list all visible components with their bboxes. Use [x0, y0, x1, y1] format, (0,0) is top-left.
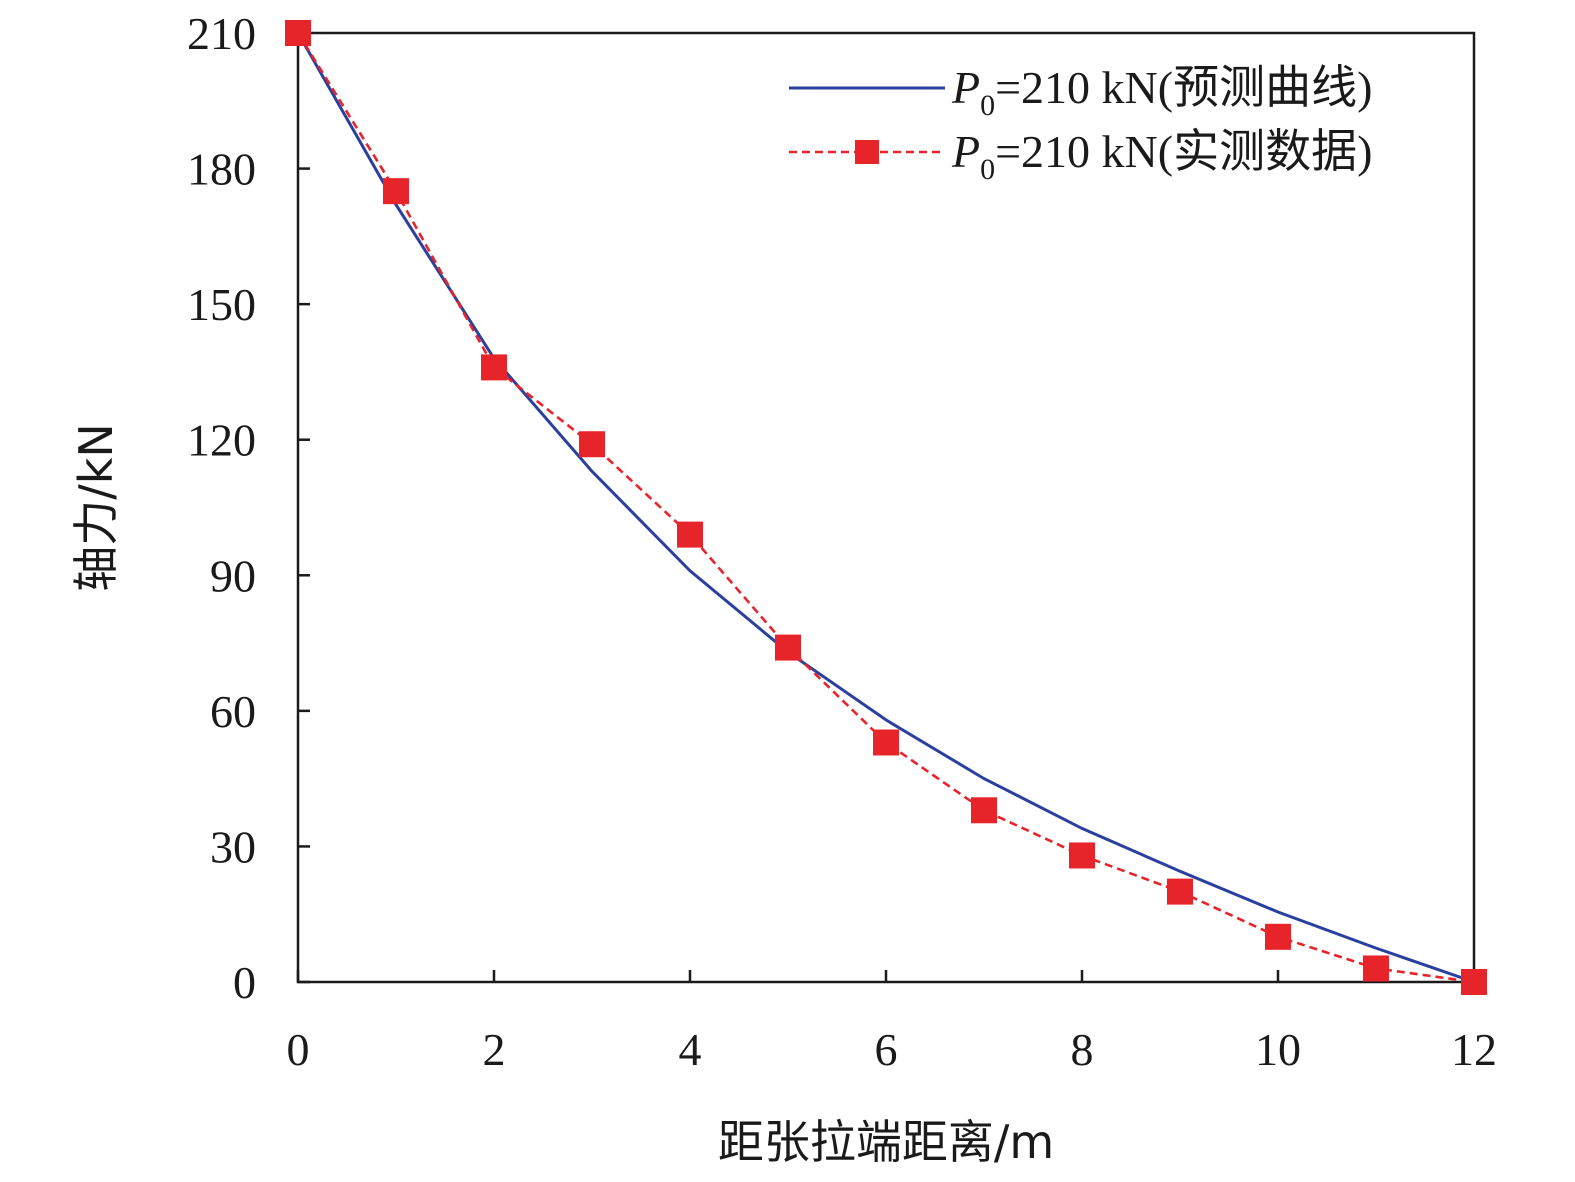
data-point: [579, 431, 605, 458]
y-axis-title: 轴力/kN: [69, 423, 123, 592]
data-point: [1167, 878, 1193, 905]
y-tick-label: 60: [210, 686, 256, 737]
x-tick-label: 6: [875, 1024, 898, 1075]
y-tick-label: 180: [187, 144, 256, 195]
y-tick-label: 30: [210, 821, 256, 872]
x-tick-label: 8: [1071, 1024, 1094, 1075]
legend: P0=210 kN(预测曲线)P0=210 kN(实测数据): [789, 62, 1372, 186]
data-point: [971, 797, 997, 824]
data-point: [1363, 955, 1389, 982]
x-axis-title: 距张拉端距离/m: [718, 1115, 1054, 1169]
x-tick-label: 4: [679, 1024, 702, 1075]
x-tick-label: 10: [1255, 1024, 1301, 1075]
data-point: [1069, 842, 1095, 869]
data-point: [1461, 969, 1487, 995]
data-point: [677, 521, 703, 548]
y-tick-label: 90: [210, 550, 256, 601]
data-point: [873, 729, 899, 756]
data-point: [481, 354, 507, 381]
y-tick-label: 120: [187, 415, 256, 466]
x-tick-label: 0: [287, 1024, 310, 1075]
data-point: [383, 178, 409, 205]
data-point: [775, 634, 801, 661]
data-point: [285, 20, 311, 46]
legend-label-2: P0=210 kN(实测数据): [951, 126, 1372, 186]
y-tick-label: 210: [187, 8, 256, 59]
series-layer: [285, 20, 1487, 995]
legend-marker: [855, 140, 879, 164]
data-point: [1265, 923, 1291, 950]
y-tick-label: 150: [187, 279, 256, 330]
x-tick-label: 12: [1451, 1024, 1497, 1075]
legend-label-1: P0=210 kN(预测曲线): [951, 62, 1372, 122]
x-tick-label: 2: [483, 1024, 506, 1075]
y-tick-label: 0: [233, 957, 256, 1008]
